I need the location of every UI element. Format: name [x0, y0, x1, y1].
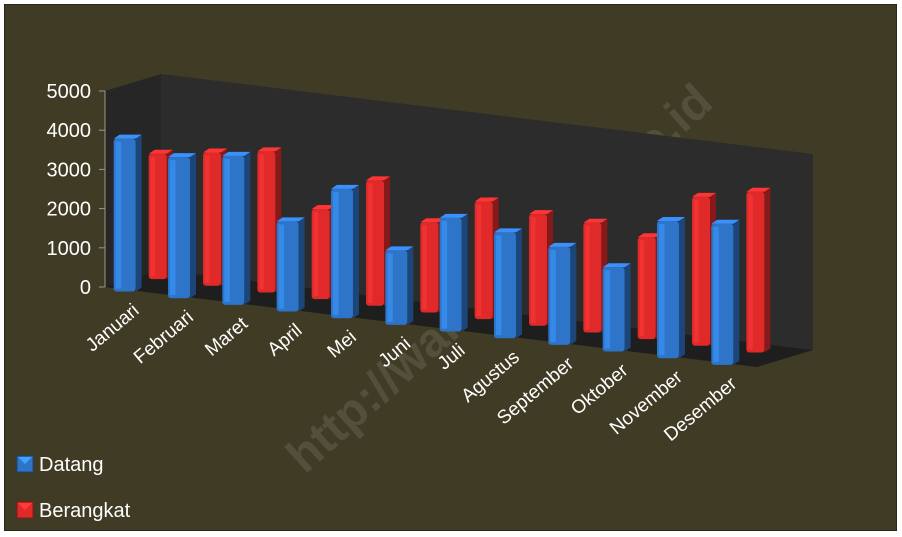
bar-datang-agustus-highlight: [495, 235, 502, 336]
bar-datang-juni-highlight: [387, 253, 393, 322]
bar-berangkat-april-highlight: [313, 211, 319, 297]
bar-datang-februari: [167, 153, 196, 299]
bar-datang-desember-top: [711, 219, 740, 224]
bar-datang-maret-top: [222, 151, 251, 156]
bar-berangkat-februari-top: [203, 148, 228, 153]
bar-datang-maret-side: [244, 151, 251, 305]
bar-berangkat-mei-highlight: [368, 183, 373, 303]
bar-datang-mei-side: [352, 184, 359, 319]
bar-berangkat-juli-highlight: [476, 204, 482, 317]
bar-datang-april-top: [276, 217, 305, 222]
bar-berangkat-juni-highlight: [422, 225, 427, 310]
bar-datang-maret: [222, 151, 251, 305]
bar-berangkat-januari-top: [148, 149, 173, 154]
x-tick-label: April: [264, 320, 307, 361]
bar-datang-juli-side: [461, 213, 468, 332]
bar-berangkat-september-highlight: [585, 225, 590, 330]
bar-berangkat-juni-top: [420, 218, 445, 223]
y-tick-label: 4000: [47, 120, 92, 142]
bar-berangkat-januari-highlight: [150, 156, 156, 277]
bar-datang-januari-side: [135, 134, 142, 292]
bar-datang-desember-side: [733, 219, 740, 365]
bar-datang-desember: [711, 219, 740, 365]
bar-datang-september-highlight: [550, 249, 556, 342]
bar-datang-juli-highlight: [441, 220, 448, 329]
bar-berangkat-april-top: [311, 204, 336, 209]
bar-berangkat-desember-highlight: [748, 194, 753, 350]
y-axis: 0 1000 2000 3000 4000 5000: [47, 81, 106, 299]
bar-berangkat-november-highlight: [694, 199, 699, 343]
legend-swatch-highlight: [18, 503, 32, 510]
bar-berangkat-desember-side: [764, 187, 771, 353]
bar-berangkat-oktober-highlight: [639, 240, 645, 337]
bar-datang-mei-highlight: [332, 191, 339, 316]
bar-berangkat-mei-top: [366, 176, 391, 181]
bar-datang-juni-top: [385, 246, 414, 251]
bar-berangkat-juli-top: [474, 197, 499, 202]
chart-svg: http://wahidah.bps.go.id 010002000300040…: [16, 74, 813, 522]
bar-berangkat-februari-highlight: [205, 155, 210, 283]
bar-berangkat-september-top: [583, 218, 608, 223]
bar-datang-oktober: [602, 263, 631, 352]
bar-datang-april-side: [298, 217, 305, 312]
bar-datang-november-highlight: [658, 224, 665, 356]
bar-berangkat-desember-top: [746, 187, 771, 192]
legend-swatch-highlight: [18, 457, 32, 464]
bar-datang-februari-highlight: [169, 160, 176, 296]
bar-datang-juli: [439, 213, 468, 332]
bar-berangkat-agustus-top: [529, 210, 554, 215]
bar-datang-juni: [385, 246, 414, 325]
y-tick-label: 3000: [47, 159, 92, 181]
bar-datang-januari: [113, 134, 142, 292]
x-tick-label: Mei: [324, 327, 361, 363]
bar-datang-oktober-highlight: [604, 270, 611, 349]
bar-datang-september: [548, 242, 577, 345]
y-tick-label: 0: [80, 277, 91, 299]
bar-datang-agustus: [493, 228, 522, 339]
bar-datang-september-top: [548, 242, 577, 247]
x-tick-label: Maret: [201, 313, 252, 361]
legend-item-berangkat: Berangkat: [16, 500, 131, 522]
chart-frame: http://wahidah.bps.go.id 010002000300040…: [4, 4, 897, 531]
bar-datang-agustus-top: [493, 228, 522, 233]
bar-datang-oktober-top: [602, 263, 631, 268]
bar-datang-oktober-side: [624, 263, 631, 352]
bar-datang-agustus-side: [515, 228, 522, 339]
y-tick-label: 5000: [47, 81, 92, 103]
bar-berangkat-agustus-highlight: [531, 217, 536, 323]
bar-datang-mei: [330, 184, 359, 319]
bar-berangkat-desember: [746, 187, 771, 353]
bar-datang-mei-top: [330, 184, 359, 189]
bar-berangkat-oktober-top: [637, 233, 662, 238]
bar-group: [113, 134, 771, 365]
bar-datang-november: [656, 217, 685, 359]
legend-item-datang: Datang: [16, 454, 104, 476]
bar-datang-september-side: [570, 242, 577, 345]
y-tick-label: 1000: [47, 238, 92, 260]
legend-label: Berangkat: [39, 500, 131, 522]
bar-datang-desember-highlight: [713, 226, 719, 362]
bar-datang-november-top: [656, 217, 685, 221]
y-tick-label: 2000: [47, 199, 92, 221]
bar-datang-januari-top: [113, 134, 142, 139]
bar-berangkat-maret-highlight: [259, 154, 264, 290]
legend-label: Datang: [39, 454, 104, 476]
bar-datang-januari-highlight: [115, 141, 122, 289]
bar-datang-februari-top: [167, 153, 196, 158]
bar-datang-juli-top: [439, 213, 468, 218]
bar-datang-november-side: [678, 217, 685, 359]
bar-berangkat-maret-top: [257, 147, 282, 152]
bar-datang-maret-highlight: [224, 158, 230, 302]
bar-datang-april-highlight: [278, 224, 285, 309]
bar-datang-februari-side: [189, 153, 196, 299]
bar-datang-april: [276, 217, 305, 312]
bar-datang-juni-side: [407, 246, 414, 325]
legend: Datang Berangkat: [16, 454, 131, 522]
bar-berangkat-november-top: [692, 192, 717, 197]
